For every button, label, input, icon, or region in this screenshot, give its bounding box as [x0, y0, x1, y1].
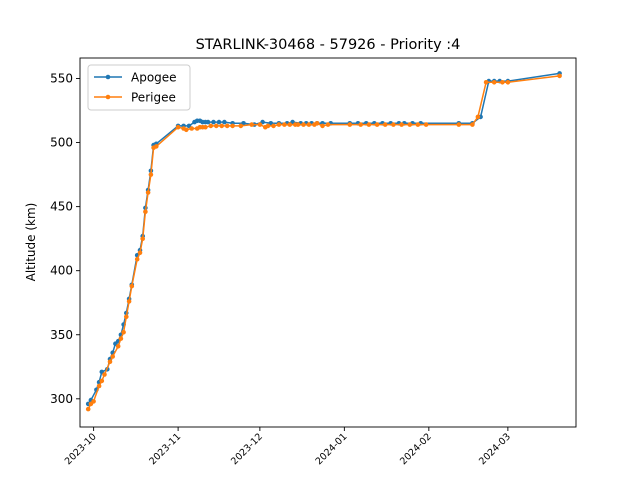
- legend-label-perigee: Perigee: [131, 91, 176, 105]
- data-point-perigee: [374, 122, 380, 127]
- data-point-perigee: [382, 122, 388, 127]
- data-point-perigee: [483, 80, 489, 85]
- data-point-perigee: [140, 236, 145, 241]
- data-point-perigee: [276, 122, 282, 127]
- data-point-perigee: [134, 256, 140, 262]
- data-point-perigee: [126, 299, 132, 304]
- data-point-perigee: [121, 329, 126, 335]
- data-point-perigee: [224, 123, 230, 129]
- data-point-perigee: [271, 123, 276, 129]
- data-point-perigee: [203, 124, 208, 130]
- data-point-perigee: [238, 123, 244, 129]
- data-point-perigee: [295, 122, 301, 127]
- data-point-perigee: [456, 122, 462, 127]
- y-tick-label: 450: [50, 200, 73, 214]
- data-point-perigee: [154, 144, 159, 149]
- y-axis-label: Altitude (km): [24, 203, 38, 282]
- data-point-perigee: [257, 122, 263, 127]
- y-tick-label: 350: [50, 328, 73, 342]
- data-point-perigee: [391, 122, 396, 127]
- data-point-perigee: [415, 122, 421, 127]
- data-point-perigee: [137, 250, 143, 256]
- data-point-perigee: [230, 123, 235, 129]
- data-point-perigee: [475, 114, 481, 120]
- data-point-perigee: [325, 122, 331, 127]
- data-point-perigee: [96, 383, 102, 389]
- data-point-perigee: [107, 359, 113, 365]
- data-point-perigee: [129, 283, 135, 289]
- data-point-perigee: [249, 122, 254, 127]
- data-point-perigee: [91, 399, 96, 404]
- data-point-perigee: [102, 372, 107, 377]
- data-point-perigee: [470, 122, 475, 127]
- legend-marker-perigee: [105, 94, 111, 100]
- data-point-perigee: [366, 122, 372, 127]
- data-point-perigee: [407, 122, 413, 127]
- data-point-perigee: [175, 124, 181, 130]
- data-point-perigee: [115, 344, 121, 349]
- data-point-perigee: [143, 209, 148, 215]
- data-point-perigee: [399, 122, 404, 127]
- data-point-perigee: [347, 122, 353, 127]
- plot-area: [85, 71, 562, 412]
- legend: Apogee Perigee: [87, 64, 191, 111]
- data-point-perigee: [358, 122, 364, 127]
- data-point-perigee: [423, 122, 429, 127]
- data-point-perigee: [184, 127, 189, 133]
- data-point-perigee: [145, 190, 151, 195]
- y-tick-label: 500: [50, 136, 73, 150]
- series-line-perigee: [87, 75, 560, 410]
- data-point-apogee: [216, 119, 222, 125]
- data-point-perigee: [110, 354, 115, 359]
- data-point-perigee: [219, 123, 224, 129]
- data-point-perigee: [320, 123, 325, 129]
- data-point-perigee: [124, 314, 129, 320]
- data-point-perigee: [282, 122, 287, 127]
- data-point-perigee: [301, 122, 306, 127]
- data-point-perigee: [189, 126, 194, 131]
- data-point-apogee: [205, 119, 211, 125]
- y-tick-label: 300: [50, 392, 73, 406]
- data-point-perigee: [505, 80, 511, 85]
- data-point-perigee: [148, 172, 154, 177]
- legend-marker-apogee: [105, 74, 111, 80]
- data-point-perigee: [557, 73, 562, 79]
- legend-label-apogee: Apogee: [131, 71, 177, 85]
- data-point-perigee: [99, 378, 105, 384]
- data-point-perigee: [208, 123, 214, 129]
- data-point-perigee: [214, 123, 219, 129]
- data-point-apogee: [222, 119, 227, 125]
- chart-title: STARLINK-30468 - 57926 - Priority :4: [196, 37, 461, 53]
- data-point-perigee: [306, 122, 312, 127]
- data-point-perigee: [85, 406, 91, 412]
- data-point-perigee: [287, 122, 293, 127]
- data-point-perigee: [314, 121, 320, 126]
- data-point-perigee: [500, 80, 505, 85]
- y-tick-label: 400: [50, 264, 73, 278]
- data-point-perigee: [265, 123, 271, 129]
- data-point-perigee: [118, 336, 124, 341]
- axes-frame: [79, 57, 577, 428]
- data-point-perigee: [491, 80, 497, 85]
- y-tick-label: 550: [50, 72, 73, 86]
- data-point-apogee: [211, 119, 216, 125]
